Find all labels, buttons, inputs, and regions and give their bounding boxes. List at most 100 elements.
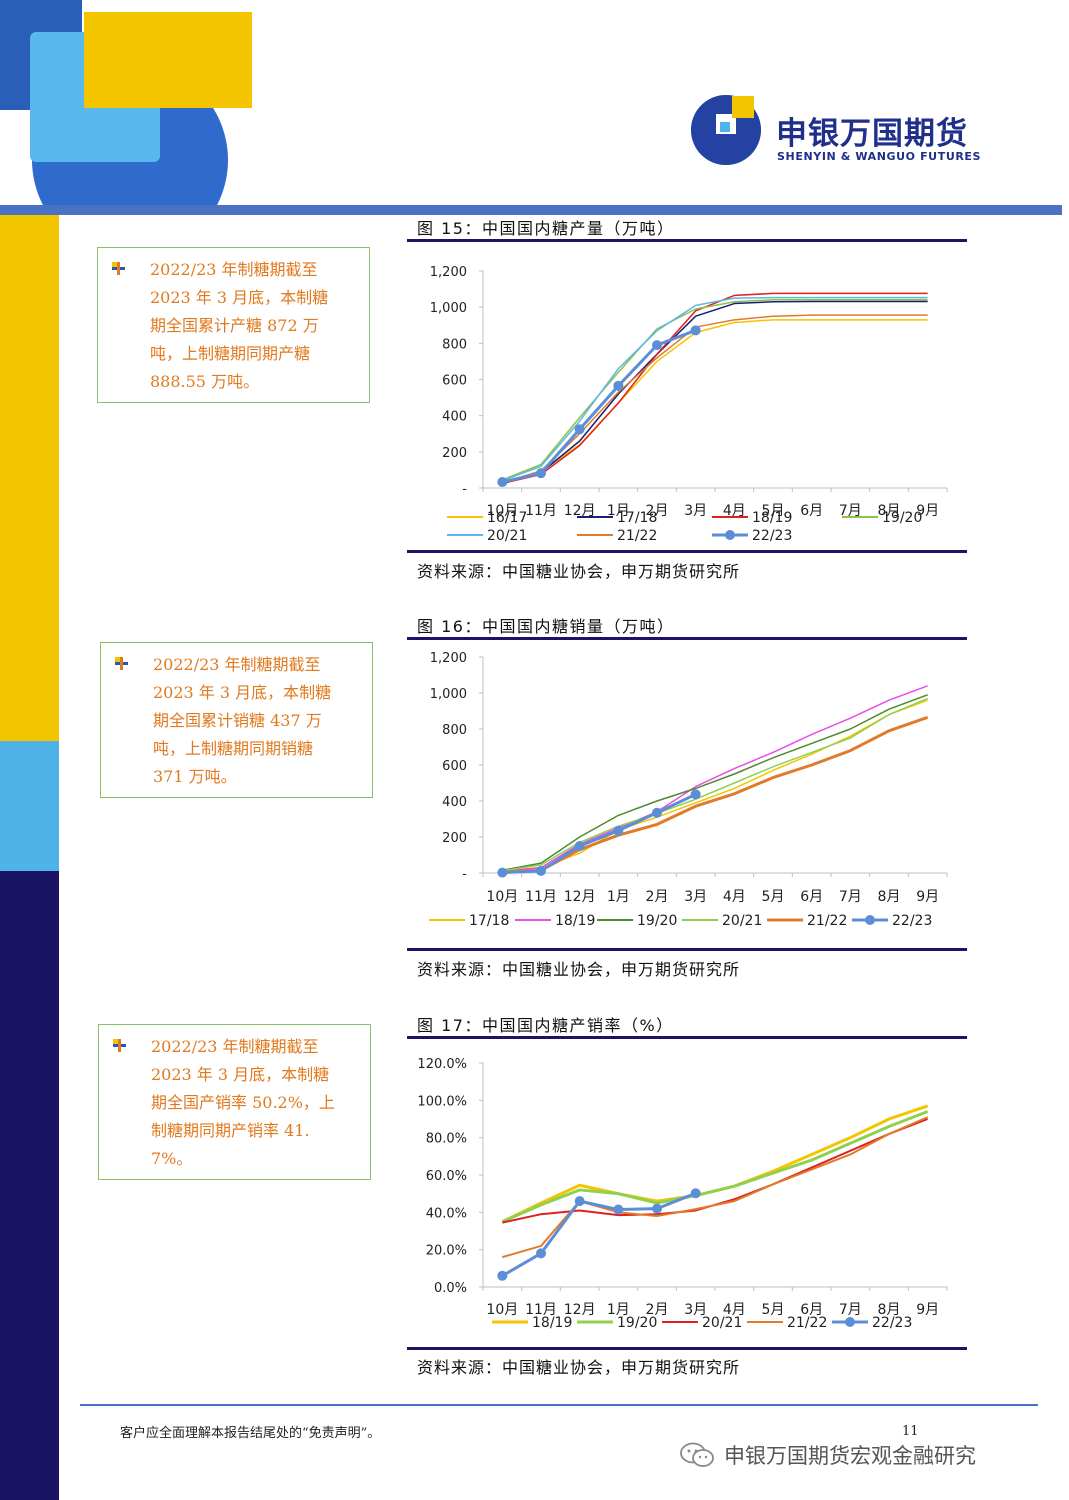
series-line-17-18 [502,300,928,484]
series-point-22-23 [690,789,701,800]
x-tick-label: 4月 [723,889,746,905]
y-tick-label: 60.0% [426,1169,467,1184]
legend-marker [725,530,735,540]
series-line-22-23 [501,328,697,484]
y-tick-label: 20.0% [426,1244,467,1259]
series-line-20-21 [502,296,928,482]
legend-label: 20/21 [722,913,762,929]
logo-name-cn: 申银万国期货 [776,116,968,152]
x-tick-label: 2月 [646,1302,669,1318]
series-point-22-23 [690,325,701,336]
note-line: 吨，上制糖期同期销糖 [153,739,314,758]
series-point-22-23 [536,865,546,876]
note-line: 2023 年 3 月底，本制糖 [153,683,332,702]
series-line-16-17 [502,319,928,484]
legend-label: 21/22 [807,913,847,929]
legend-label: 19/20 [617,1315,657,1331]
y-tick-label: 600 [442,759,467,774]
series-point-22-23 [652,1203,662,1214]
legend-label: 22/23 [892,913,932,929]
x-tick-label: 3月 [684,889,707,905]
series-line-22-23 [501,1191,697,1278]
x-tick-label: 1月 [607,503,630,519]
legend-marker [865,915,875,925]
y-tick-label: 1,200 [430,265,467,280]
y-tick-label: 400 [442,410,467,425]
x-tick-label: 6月 [800,503,823,519]
note-line: 制糖期同期产销率 41. [151,1121,310,1140]
watermark-text: 申银万国期货宏观金融研究 [724,1444,976,1468]
series-line-19-20 [502,299,928,481]
x-tick-label: 12月 [564,889,596,905]
series-point-22-23 [497,477,508,488]
legend-label: 21/22 [617,528,657,544]
legend-label: 21/22 [787,1315,827,1331]
chart-sugar-production: - 200 400 600 800 1,000 1,200 10月 11月 12月 1月 2月 3月 4月… [430,265,948,544]
legend-label: 16/17 [487,510,527,526]
x-tick-label: 5月 [762,503,785,519]
legend-label: 22/23 [872,1315,912,1331]
y-tick-label: 800 [442,337,467,352]
note-text-1: 2022/23 年制糖期截至 2023 年 3 月底，本制糖 期全国累计产糖 8… [150,256,364,396]
y-tick-label: 200 [442,831,467,846]
chart-sales-production-ratio: 0.0% 20.0% 40.0% 60.0% 80.0% 100.0% 120.0% 10月 1… [417,1057,948,1331]
y-tick-label: 800 [442,723,467,738]
note-line: 2023 年 3 月底，本制糖 [150,288,329,307]
x-tick-label: 10月 [486,503,518,519]
series-line-21-22 [502,715,929,874]
x-tick-label: 2月 [646,503,669,519]
note-box-3: 2022/23 年制糖期截至 2023 年 3 月底，本制糖 期全国产销率 50… [98,1024,371,1180]
figure-source-17: 资料来源：中国糖业协会，申万期货研究所 [417,1358,741,1377]
x-tick-label: 12月 [564,1302,596,1318]
series-point-22-23 [613,380,624,391]
x-tick-label: 1月 [607,1302,630,1318]
y-tick-label: 600 [442,374,467,389]
y-tick-label: - [462,482,467,497]
y-tick-label: - [462,867,467,882]
series-line-18-19 [502,685,928,872]
series-point-22-23 [574,841,585,851]
note-line: 期全国累计产糖 872 万 [150,316,319,335]
x-tick-label: 12月 [564,503,596,519]
series-point-22-23 [574,1196,585,1207]
series-point-22-23 [613,1204,624,1215]
x-tick-label: 7月 [839,1302,862,1318]
legend-label: 22/23 [752,528,792,544]
series-line-18-19 [502,292,928,485]
y-tick-label: 40.0% [426,1206,467,1221]
figure-rule-top-16 [407,637,967,640]
x-tick-label: 11月 [525,1302,557,1318]
figure-title-15: 图 15：中国国内糖产量（万吨） [417,219,675,238]
note-line: 7%。 [151,1149,193,1168]
note-line: 371 万吨。 [153,767,237,786]
x-tick-label: 6月 [800,1302,823,1318]
series-line-20-21 [502,697,928,872]
note-line: 期全国累计销糖 437 万 [153,711,322,730]
logo-name-en: SHENYIN & WANGUO FUTURES [777,150,982,163]
company-logo: 申银万国期货 SHENYIN & WANGUO FUTURES [690,92,990,167]
note-line: 吨，上制糖期同期产糖 [150,344,311,363]
figure-rule-top-15 [407,239,967,242]
sidebar-band-yellow [0,215,59,741]
figure-rule-bottom-17 [407,1347,967,1350]
x-tick-label: 3月 [684,1302,707,1318]
page-number: 11 [902,1424,919,1439]
y-tick-label: 0.0% [434,1281,467,1296]
x-tick-label: 10月 [486,1302,518,1318]
figure-source-16: 资料来源：中国糖业协会，申万期货研究所 [417,960,741,979]
legend-label: 17/18 [617,510,657,526]
series-line-19-20 [501,1110,929,1224]
series-point-22-23 [652,807,662,818]
figure-rule-bottom-16 [407,948,967,951]
note-text-2: 2022/23 年制糖期截至 2023 年 3 月底，本制糖 期全国累计销糖 4… [153,651,367,791]
note-line: 888.55 万吨。 [150,372,260,391]
legend-label: 18/19 [752,510,792,526]
x-tick-label: 7月 [839,889,862,905]
footer-rule [80,1404,1038,1406]
x-tick-label: 8月 [878,889,901,905]
series-line-21-22 [502,314,928,484]
x-tick-label: 5月 [762,889,785,905]
legend-label: 19/20 [637,913,677,929]
series-point-22-23 [690,1188,701,1199]
chart-sugar-sales: - 200 400 600 800 1,000 1,200 10月 11月 12月 1月 2月 3月 4月… [429,651,948,929]
